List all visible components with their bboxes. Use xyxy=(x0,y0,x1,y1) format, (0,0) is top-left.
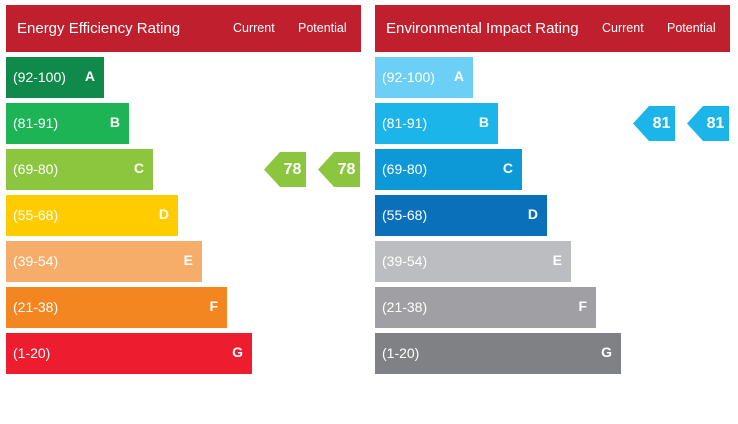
energy-efficiency-chart: Energy Efficiency Rating Current Potenti… xyxy=(6,5,362,375)
energy-band-c: (69-80) C xyxy=(6,149,153,190)
energy-band-e: (39-54) E xyxy=(6,241,202,282)
band-range-label: (69-80) xyxy=(382,161,428,177)
environmental-title: Environmental Impact Rating xyxy=(386,20,579,37)
band-letter: G xyxy=(232,344,243,360)
energy-potential-arrow: 78 xyxy=(318,152,360,187)
band-letter: C xyxy=(502,160,513,176)
band-range-label: (39-54) xyxy=(382,253,428,269)
energy-header: Energy Efficiency Rating Current Potenti… xyxy=(6,5,361,52)
energy-band-f: (21-38) F xyxy=(6,287,227,328)
energy-band-b: (81-91) B xyxy=(6,103,129,144)
environmental-impact-chart: Environmental Impact Rating Current Pote… xyxy=(375,5,731,375)
band-letter: D xyxy=(527,206,538,222)
energy-current-header: Current xyxy=(233,21,275,35)
band-range-label: (81-91) xyxy=(382,115,428,131)
environmental-band-b: (81-91) B xyxy=(375,103,498,144)
energy-potential-header: Potential xyxy=(298,21,347,35)
environmental-current-arrow: 81 xyxy=(633,106,675,141)
band-range-label: (1-20) xyxy=(13,345,51,361)
band-letter: A xyxy=(84,68,95,84)
band-range-label: (21-38) xyxy=(13,299,59,315)
environmental-band-a: (92-100) A xyxy=(375,57,473,98)
band-range-label: (39-54) xyxy=(13,253,59,269)
band-range-label: (55-68) xyxy=(382,207,428,223)
environmental-header: Environmental Impact Rating Current Pote… xyxy=(375,5,730,52)
environmental-potential-header: Potential xyxy=(667,21,716,35)
band-letter: F xyxy=(578,298,587,314)
environmental-band-d: (55-68) D xyxy=(375,195,547,236)
band-letter: C xyxy=(133,160,144,176)
energy-band-g: (1-20) G xyxy=(6,333,252,374)
band-range-label: (92-100) xyxy=(13,69,66,85)
environmental-current-value: 81 xyxy=(652,114,671,132)
band-letter: B xyxy=(478,114,489,130)
band-letter: D xyxy=(158,206,169,222)
band-letter: E xyxy=(183,252,193,268)
energy-band-d: (55-68) D xyxy=(6,195,178,236)
environmental-band-e: (39-54) E xyxy=(375,241,571,282)
band-letter: E xyxy=(552,252,562,268)
energy-current-arrow: 78 xyxy=(264,152,306,187)
band-range-label: (92-100) xyxy=(382,69,435,85)
environmental-band-f: (21-38) F xyxy=(375,287,596,328)
environmental-current-header: Current xyxy=(602,21,644,35)
band-range-label: (55-68) xyxy=(13,207,59,223)
band-letter: G xyxy=(601,344,612,360)
band-letter: F xyxy=(209,298,218,314)
energy-band-a: (92-100) A xyxy=(6,57,104,98)
band-letter: A xyxy=(453,68,464,84)
environmental-band-c: (69-80) C xyxy=(375,149,522,190)
band-letter: B xyxy=(109,114,120,130)
environmental-band-g: (1-20) G xyxy=(375,333,621,374)
band-range-label: (1-20) xyxy=(382,345,420,361)
energy-title: Energy Efficiency Rating xyxy=(17,20,181,37)
band-range-label: (69-80) xyxy=(13,161,59,177)
energy-current-value: 78 xyxy=(283,160,302,178)
band-range-label: (81-91) xyxy=(13,115,59,131)
environmental-potential-arrow: 81 xyxy=(687,106,729,141)
band-range-label: (21-38) xyxy=(382,299,428,315)
energy-potential-value: 78 xyxy=(337,160,356,178)
environmental-potential-value: 81 xyxy=(706,114,725,132)
